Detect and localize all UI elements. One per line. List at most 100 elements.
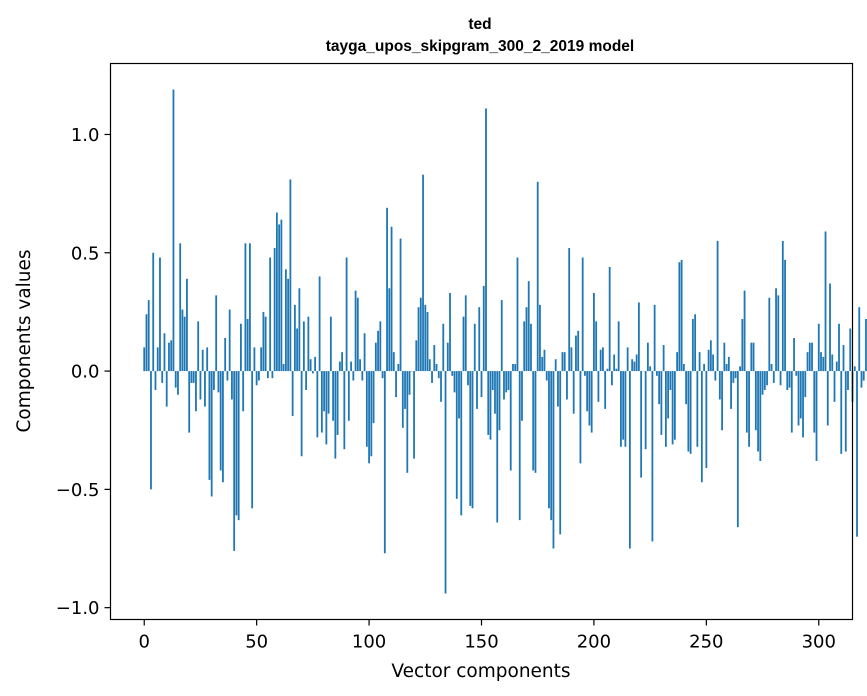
bar: [347, 371, 350, 421]
bar-series: [143, 89, 867, 594]
bar: [795, 371, 798, 376]
bar: [653, 304, 656, 372]
bar: [150, 371, 152, 490]
bar: [748, 371, 750, 447]
bar: [258, 371, 260, 381]
bar: [298, 288, 301, 372]
bar: [516, 257, 519, 372]
bar: [460, 371, 463, 516]
bar: [559, 371, 562, 535]
bar: [235, 371, 238, 516]
bar: [275, 212, 278, 372]
bar: [820, 352, 822, 372]
bar: [260, 347, 263, 372]
bar: [496, 371, 499, 523]
bar: [829, 283, 831, 372]
bar: [721, 371, 723, 431]
bar: [779, 371, 782, 386]
bar: [165, 371, 168, 407]
bar: [566, 371, 568, 400]
x-tick-label: 150: [464, 632, 498, 653]
bar: [332, 371, 334, 421]
bar: [343, 371, 346, 450]
bar: [817, 323, 820, 372]
bar: [195, 371, 197, 412]
bar: [181, 309, 184, 372]
bar: [822, 356, 825, 372]
bar: [471, 371, 474, 509]
bar: [302, 321, 305, 372]
bar: [635, 354, 638, 372]
bar: [487, 371, 490, 435]
bar: [682, 363, 685, 372]
x-tick-label: 50: [245, 632, 268, 653]
x-axis-ticks: 0 50 100 150 200 250 300: [139, 619, 836, 653]
bar: [689, 371, 692, 454]
bar: [183, 316, 186, 372]
bar: [395, 371, 397, 398]
bar: [712, 354, 714, 372]
bar: [554, 359, 557, 372]
bar: [703, 363, 705, 372]
bar: [532, 371, 535, 471]
bar: [428, 359, 431, 372]
bar: [840, 371, 843, 454]
bar: [775, 288, 777, 372]
bar: [145, 314, 148, 372]
bar: [530, 323, 532, 372]
bar: [237, 371, 240, 521]
bar: [208, 371, 211, 480]
bar: [633, 361, 636, 372]
y-tick-label: −0.5: [56, 480, 100, 501]
bar: [691, 319, 694, 372]
bar: [249, 243, 251, 372]
bar: [469, 371, 472, 506]
bar: [201, 349, 204, 372]
bar: [433, 345, 436, 372]
bar: [406, 371, 409, 473]
bar: [714, 371, 717, 381]
bar: [637, 302, 640, 372]
bar: [163, 333, 166, 372]
chart-title: ted: [468, 16, 491, 33]
bar: [217, 371, 220, 393]
bar: [548, 371, 550, 509]
bar: [446, 342, 449, 372]
bar: [707, 349, 710, 372]
bar: [507, 371, 510, 390]
bar: [422, 174, 424, 372]
bar: [320, 371, 323, 433]
bar: [476, 371, 478, 409]
bar: [246, 319, 249, 372]
bar: [242, 371, 245, 412]
bar: [595, 321, 598, 372]
bar: [696, 371, 699, 447]
bar: [705, 371, 708, 469]
bar: [480, 371, 483, 398]
bar: [266, 371, 269, 379]
bar: [629, 371, 631, 549]
bar: [761, 371, 764, 395]
bar: [419, 297, 422, 372]
bar: [860, 371, 863, 388]
bar: [730, 371, 732, 409]
bar: [734, 371, 737, 379]
bar: [622, 371, 625, 440]
bar: [426, 311, 429, 372]
bar: [341, 352, 343, 372]
bar: [269, 257, 272, 372]
bar: [188, 371, 191, 433]
bar: [368, 371, 370, 464]
bar: [613, 354, 616, 372]
bar: [804, 371, 807, 398]
bar: [557, 371, 559, 407]
bar: [334, 371, 337, 459]
bar: [440, 371, 442, 402]
bar: [262, 311, 265, 372]
bar: [170, 340, 173, 372]
bar: [444, 371, 447, 594]
bar: [768, 297, 771, 372]
bar: [240, 323, 242, 372]
bar: [624, 371, 627, 447]
